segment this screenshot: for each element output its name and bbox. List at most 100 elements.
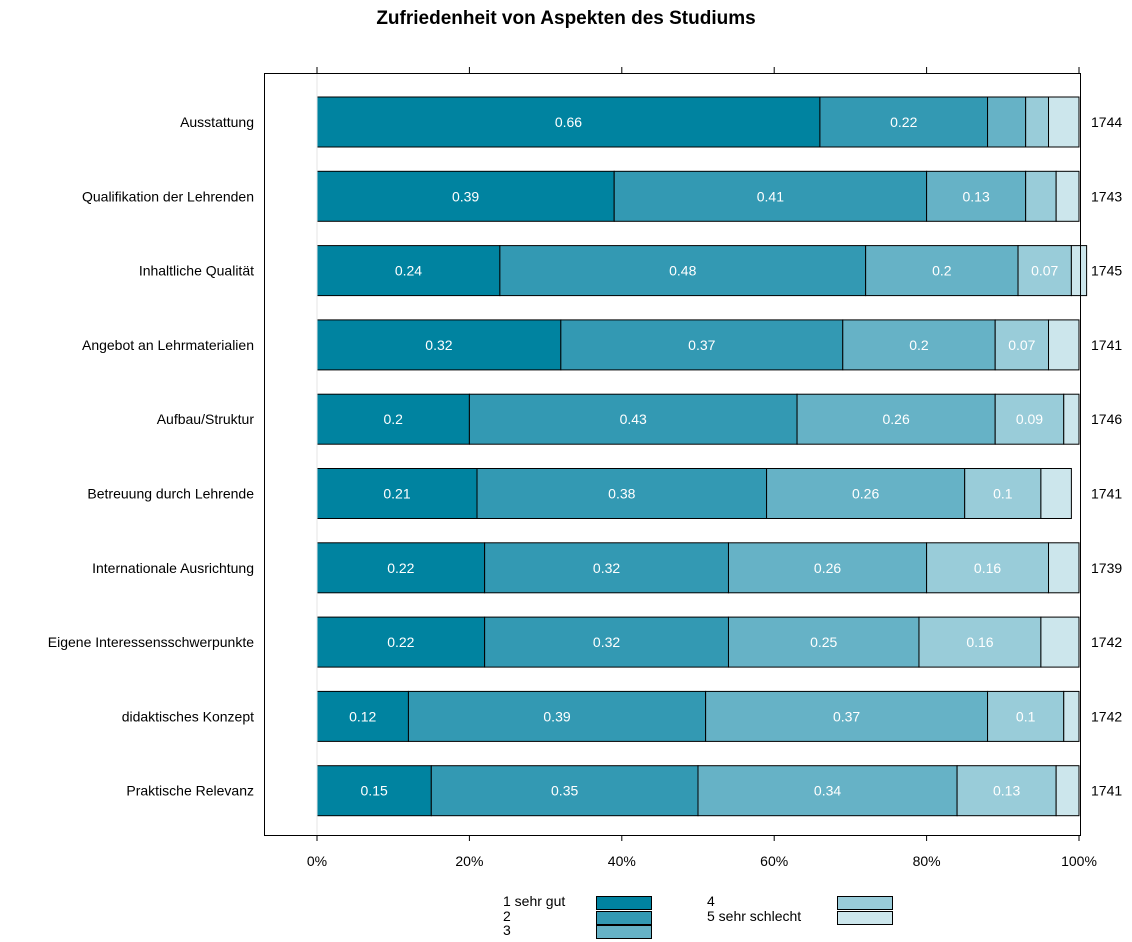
bar-segment: [987, 96, 1027, 148]
legend-label: 4: [707, 893, 715, 909]
data-label: 0.43: [620, 411, 647, 427]
x-tick-label: 20%: [455, 853, 483, 869]
data-label: 0.07: [1031, 263, 1058, 279]
data-label: 0.15: [361, 783, 388, 799]
data-label: 0.26: [814, 560, 841, 576]
data-label: 0.16: [974, 560, 1001, 576]
legend-swatch: [837, 896, 893, 910]
count-label: 1742: [1091, 708, 1122, 724]
bar-segment: [1048, 96, 1080, 148]
x-tick-label: 100%: [1061, 853, 1097, 869]
bar-segment: [1017, 245, 1072, 297]
data-label: 0.26: [852, 486, 879, 502]
bar-segment: [956, 765, 1057, 817]
count-label: 1745: [1091, 263, 1122, 279]
data-label: 0.24: [395, 263, 422, 279]
bars-group: [316, 96, 1088, 817]
data-label: 0.1: [993, 486, 1013, 502]
data-label: 0.2: [932, 263, 952, 279]
data-label: 0.37: [833, 708, 860, 724]
count-label: 1742: [1091, 634, 1122, 650]
bar-segment: [468, 393, 798, 445]
bar-segment: [1070, 245, 1088, 297]
bar-segment: [727, 616, 920, 668]
bar-segment: [727, 542, 928, 594]
legend-label: 3: [503, 922, 511, 938]
bar-segment: [1025, 170, 1057, 222]
bar-segment: [842, 319, 996, 371]
count-label: 1744: [1091, 114, 1122, 130]
legend-swatch: [596, 896, 652, 910]
bar-segment: [1040, 616, 1080, 668]
data-label: 0.32: [593, 560, 620, 576]
bar-segment: [1040, 468, 1072, 519]
bar-segment: [1055, 765, 1080, 817]
count-label: 1743: [1091, 188, 1122, 204]
legend-label: 1 sehr gut: [503, 893, 566, 909]
data-label: 0.2: [383, 411, 403, 427]
bar-segment: [926, 170, 1027, 222]
bar-segment: [560, 319, 844, 371]
bar-segment: [994, 319, 1050, 371]
data-label: 0.39: [543, 708, 570, 724]
data-label: 0.35: [551, 783, 578, 799]
count-label: 1746: [1091, 411, 1122, 427]
bar-segment: [926, 542, 1050, 594]
data-label: 0.48: [669, 263, 696, 279]
bar-segment: [1025, 96, 1050, 148]
chart-title: Zufriedenheit von Aspekten des Studiums: [376, 8, 756, 29]
bar-segment: [1048, 319, 1080, 371]
x-tick-label: 60%: [760, 853, 788, 869]
bar-segment: [316, 690, 409, 742]
data-label: 0.37: [688, 337, 715, 353]
category-label: didaktisches Konzept: [122, 708, 254, 724]
bar-segment: [407, 690, 707, 742]
category-label: Betreuung durch Lehrende: [87, 486, 254, 502]
bar-segment: [705, 690, 989, 742]
data-label: 0.32: [425, 337, 452, 353]
data-label: 0.25: [810, 634, 837, 650]
bar-segment: [819, 96, 989, 148]
labels-group: 0.66 0.22 Ausstattung 1744 0.39 0.41 0.13 Quali…: [48, 114, 1123, 869]
bar-segment: [1063, 393, 1080, 445]
category-label: Eigene Interessensschwerpunkte: [48, 634, 254, 650]
bar-segment: [499, 245, 867, 297]
category-label: Angebot an Lehrmaterialien: [82, 337, 254, 353]
data-label: 0.2: [909, 337, 929, 353]
bar-segment: [430, 765, 699, 817]
bar-segment: [987, 690, 1065, 742]
category-label: Aufbau/Struktur: [157, 411, 255, 427]
category-label: Internationale Ausrichtung: [92, 560, 254, 576]
x-tick-label: 80%: [913, 853, 941, 869]
x-tick-label: 40%: [608, 853, 636, 869]
data-label: 0.12: [349, 708, 376, 724]
data-label: 0.1: [1016, 708, 1036, 724]
data-label: 0.22: [387, 560, 414, 576]
category-label: Inhaltliche Qualität: [139, 263, 254, 279]
data-label: 0.13: [963, 188, 990, 204]
data-label: 0.16: [966, 634, 993, 650]
legend-swatch: [837, 910, 893, 925]
data-label: 0.09: [1016, 411, 1043, 427]
axis-group: [264, 67, 1081, 841]
data-label: 0.26: [882, 411, 909, 427]
data-label: 0.66: [555, 114, 582, 130]
bar-segment: [918, 616, 1042, 668]
count-label: 1741: [1091, 337, 1122, 353]
bar-segment: [316, 393, 470, 445]
legend-label: 5 sehr schlecht: [707, 907, 802, 924]
category-label: Praktische Relevanz: [126, 783, 254, 799]
data-label: 0.13: [993, 783, 1020, 799]
bar-segment: [316, 319, 562, 371]
legend-swatch: [596, 910, 652, 925]
bar-segment: [697, 765, 958, 817]
legend-label: 2: [503, 907, 511, 924]
legend-swatch: [596, 925, 652, 939]
data-label: 0.39: [452, 188, 479, 204]
count-label: 1739: [1091, 560, 1122, 576]
category-label: Ausstattung: [180, 114, 254, 130]
x-tick-label: 0%: [307, 853, 327, 869]
data-label: 0.07: [1008, 337, 1035, 353]
bar-segment: [316, 468, 478, 519]
